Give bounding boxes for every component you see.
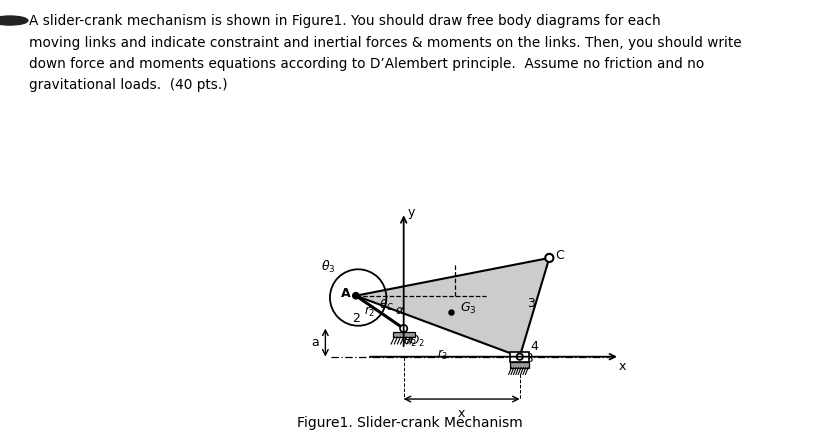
Text: 2: 2 bbox=[351, 312, 360, 325]
Text: B: B bbox=[525, 353, 533, 365]
Text: $\theta_3$: $\theta_3$ bbox=[321, 259, 336, 275]
Text: $r_2$: $r_2$ bbox=[364, 305, 375, 319]
Text: Figure1. Slider-crank Mechanism: Figure1. Slider-crank Mechanism bbox=[296, 416, 523, 430]
Circle shape bbox=[400, 325, 407, 332]
Bar bbox=[509, 352, 528, 362]
Text: x: x bbox=[458, 407, 465, 420]
Text: 3: 3 bbox=[527, 297, 535, 310]
Circle shape bbox=[516, 354, 523, 360]
Text: A: A bbox=[341, 287, 350, 300]
Circle shape bbox=[545, 254, 553, 262]
Text: $G_3$: $G_3$ bbox=[459, 302, 476, 316]
Text: A slider-crank mechanism is shown in Figure1. You should draw free body diagrams: A slider-crank mechanism is shown in Fig… bbox=[29, 14, 740, 92]
Circle shape bbox=[352, 292, 359, 299]
Text: $\theta_2$: $\theta_2$ bbox=[402, 334, 416, 349]
Text: y: y bbox=[407, 206, 414, 219]
Polygon shape bbox=[355, 258, 549, 357]
Text: $\alpha$: $\alpha$ bbox=[395, 304, 405, 317]
Circle shape bbox=[0, 16, 28, 25]
Text: a: a bbox=[310, 336, 318, 349]
Text: $\theta_C$: $\theta_C$ bbox=[378, 298, 393, 313]
Bar bbox=[509, 362, 528, 368]
Text: C: C bbox=[554, 249, 563, 262]
Bar bbox=[392, 332, 414, 337]
Text: 4: 4 bbox=[530, 340, 537, 353]
Text: $r_3$: $r_3$ bbox=[437, 348, 447, 362]
Text: $O_2$: $O_2$ bbox=[409, 334, 424, 349]
Circle shape bbox=[449, 310, 454, 315]
Text: x: x bbox=[618, 361, 625, 373]
